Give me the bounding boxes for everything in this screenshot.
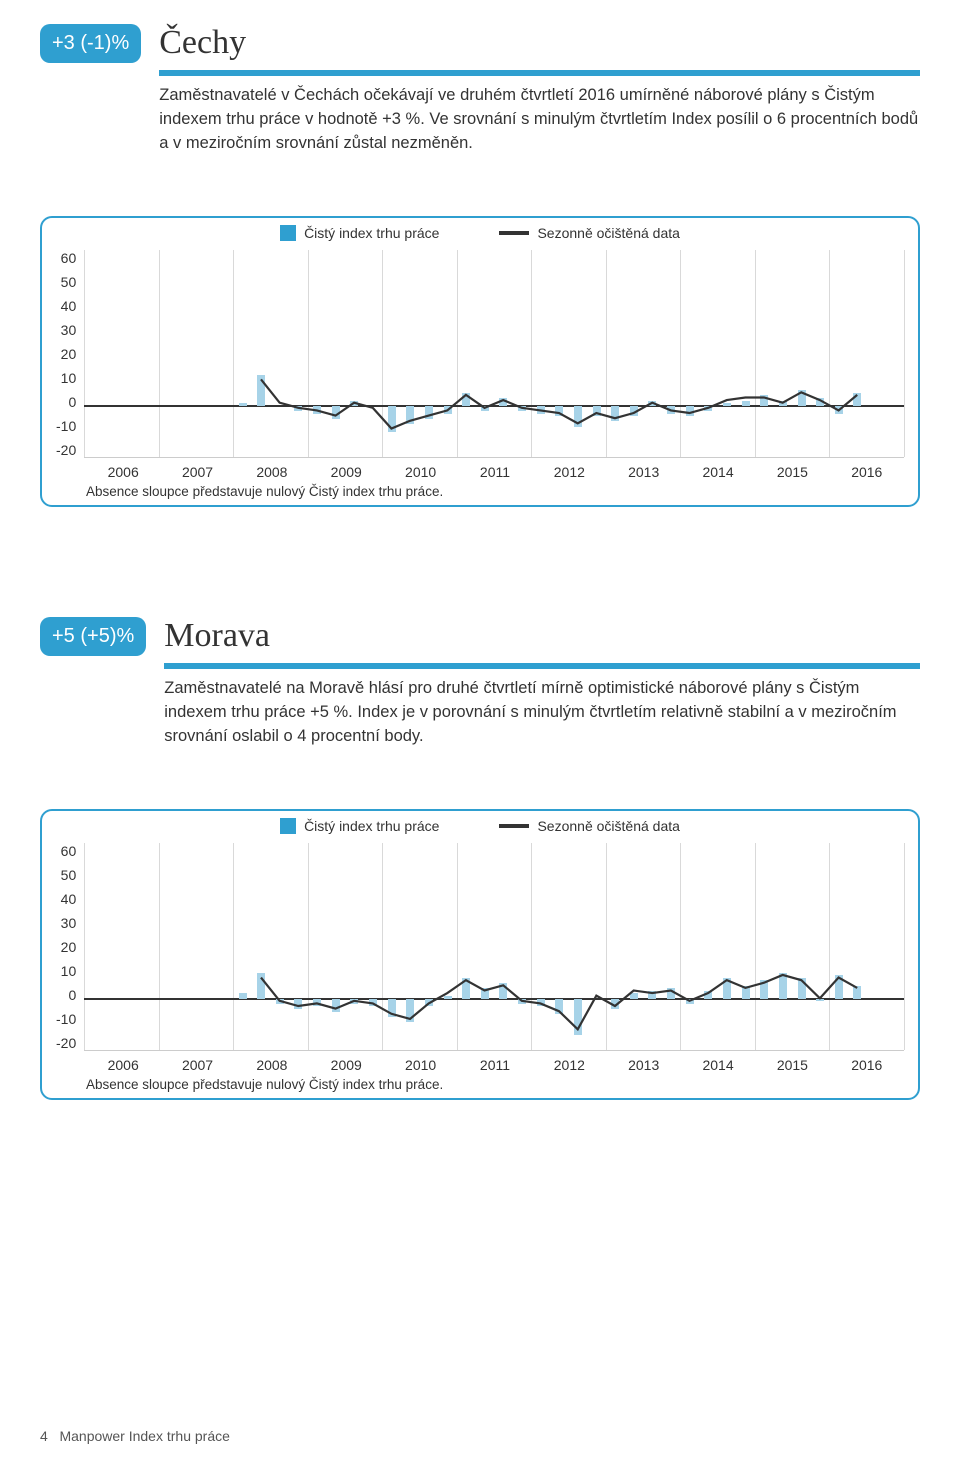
y-tick: 40 <box>61 298 77 314</box>
stat-badge: +3 (-1)% <box>40 24 141 63</box>
chart-legend: Čistý index trhu práce Sezonně očištěná d… <box>42 818 918 834</box>
legend-bars-label: Čistý index trhu práce <box>304 818 439 834</box>
section: +3 (-1)% Čechy Zaměstnavatelé v Čechách oč… <box>0 0 960 507</box>
y-tick: 30 <box>61 322 77 338</box>
y-tick: 10 <box>61 963 77 979</box>
y-tick: 30 <box>61 915 77 931</box>
region-body: Zaměstnavatelé na Moravě hlásí pro druhé… <box>164 677 920 749</box>
y-tick: -10 <box>56 1011 76 1027</box>
legend-square-icon <box>280 225 296 241</box>
y-tick: 50 <box>61 274 77 290</box>
y-tick: 20 <box>61 939 77 955</box>
x-tick: 2008 <box>235 1057 309 1073</box>
gridline <box>904 843 905 1050</box>
section: +5 (+5)% Morava Zaměstnavatelé na Moravě h… <box>0 507 960 1100</box>
gridline <box>904 250 905 457</box>
y-axis: 60 50 40 30 20 10 0 -10 -20 <box>56 843 84 1051</box>
chart-plot <box>84 250 904 458</box>
x-tick: 2015 <box>755 464 829 480</box>
chart-legend: Čistý index trhu práce Sezonně očištěná d… <box>42 225 918 241</box>
region-title: Morava <box>164 617 920 655</box>
y-axis: 60 50 40 30 20 10 0 -10 -20 <box>56 250 84 458</box>
legend-bars: Čistý index trhu práce <box>280 818 439 834</box>
x-tick: 2010 <box>383 464 457 480</box>
footer-label: Manpower Index trhu práce <box>59 1428 229 1444</box>
y-tick: 10 <box>61 370 77 386</box>
legend-square-icon <box>280 818 296 834</box>
x-tick: 2014 <box>681 464 755 480</box>
chart-note: Absence sloupce představuje nulový Čistý… <box>86 484 904 499</box>
x-tick: 2009 <box>309 464 383 480</box>
x-tick: 2007 <box>160 1057 234 1073</box>
x-tick: 2006 <box>86 464 160 480</box>
x-tick: 2013 <box>607 464 681 480</box>
y-tick: -10 <box>56 418 76 434</box>
x-tick: 2011 <box>458 1057 532 1073</box>
x-tick: 2012 <box>532 464 606 480</box>
line-series <box>84 250 904 457</box>
x-tick: 2012 <box>532 1057 606 1073</box>
chart-frame: Čistý index trhu práce Sezonně očištěná d… <box>40 216 920 507</box>
x-tick: 2016 <box>830 464 904 480</box>
legend-line-icon <box>499 231 529 235</box>
y-tick: 0 <box>68 394 76 410</box>
x-tick: 2009 <box>309 1057 383 1073</box>
legend-line-icon <box>499 824 529 828</box>
x-tick: 2014 <box>681 1057 755 1073</box>
y-tick: -20 <box>56 442 76 458</box>
legend-line-label: Sezonně očištěná data <box>537 818 679 834</box>
y-tick: 40 <box>61 891 77 907</box>
x-tick: 2016 <box>830 1057 904 1073</box>
x-axis: 2006200720082009201020112012201320142015… <box>86 1057 904 1073</box>
y-tick: 60 <box>61 250 77 266</box>
y-tick: 60 <box>61 843 77 859</box>
legend-bars-label: Čistý index trhu práce <box>304 225 439 241</box>
x-tick: 2015 <box>755 1057 829 1073</box>
region-body: Zaměstnavatelé v Čechách očekávají ve dr… <box>159 84 920 156</box>
region-title: Čechy <box>159 24 920 62</box>
legend-line: Sezonně očištěná data <box>499 818 679 834</box>
x-tick: 2010 <box>383 1057 457 1073</box>
chart-frame: Čistý index trhu práce Sezonně očištěná d… <box>40 809 920 1100</box>
chart-note: Absence sloupce představuje nulový Čistý… <box>86 1077 904 1092</box>
legend-line: Sezonně očištěná data <box>499 225 679 241</box>
x-tick: 2011 <box>458 464 532 480</box>
x-tick: 2008 <box>235 464 309 480</box>
x-tick: 2013 <box>607 1057 681 1073</box>
x-tick: 2006 <box>86 1057 160 1073</box>
y-tick: 20 <box>61 346 77 362</box>
accent-rule <box>159 70 920 76</box>
legend-line-label: Sezonně očištěná data <box>537 225 679 241</box>
y-tick: 50 <box>61 867 77 883</box>
x-axis: 2006200720082009201020112012201320142015… <box>86 464 904 480</box>
chart-plot <box>84 843 904 1051</box>
line-series <box>84 843 904 1050</box>
x-tick: 2007 <box>160 464 234 480</box>
y-tick: -20 <box>56 1035 76 1051</box>
y-tick: 0 <box>68 987 76 1003</box>
accent-rule <box>164 663 920 669</box>
legend-bars: Čistý index trhu práce <box>280 225 439 241</box>
page-number: 4 <box>40 1428 48 1444</box>
stat-badge: +5 (+5)% <box>40 617 146 656</box>
